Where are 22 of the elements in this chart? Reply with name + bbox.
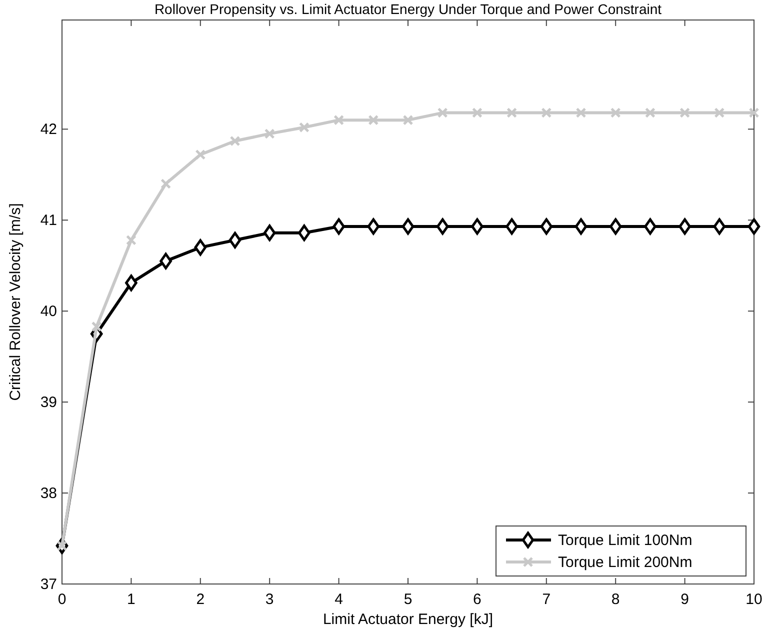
- chart-title: Rollover Propensity vs. Limit Actuator Energy Under Torque and Power Constraint: [154, 1, 662, 17]
- y-axis-title: Critical Rollover Velocity [m/s]: [7, 203, 24, 401]
- x-tick-label: 2: [196, 591, 205, 608]
- x-tick-label: 3: [265, 591, 274, 608]
- legend-label: Torque Limit 200Nm: [558, 554, 692, 571]
- x-axis-title: Limit Actuator Energy [kJ]: [322, 611, 494, 628]
- y-tick-label: 40: [40, 303, 57, 320]
- legend-label: Torque Limit 100Nm: [558, 532, 692, 549]
- y-tick-label: 42: [40, 121, 57, 138]
- y-tick-label: 41: [40, 212, 57, 230]
- x-tick-label: 4: [334, 591, 343, 608]
- x-tick-label: 6: [473, 591, 482, 608]
- x-tick-label: 7: [542, 591, 551, 608]
- x-tick-label: 5: [404, 591, 412, 608]
- x-tick-label: 10: [746, 591, 762, 608]
- y-tick-label: 39: [40, 394, 57, 412]
- x-tick-label: 9: [680, 591, 689, 608]
- x-tick-label: 0: [58, 591, 66, 608]
- y-tick-label: 38: [40, 485, 57, 502]
- y-tick-label: 37: [40, 576, 57, 593]
- x-tick-label: 1: [127, 591, 136, 608]
- x-tick-label: 8: [611, 591, 620, 608]
